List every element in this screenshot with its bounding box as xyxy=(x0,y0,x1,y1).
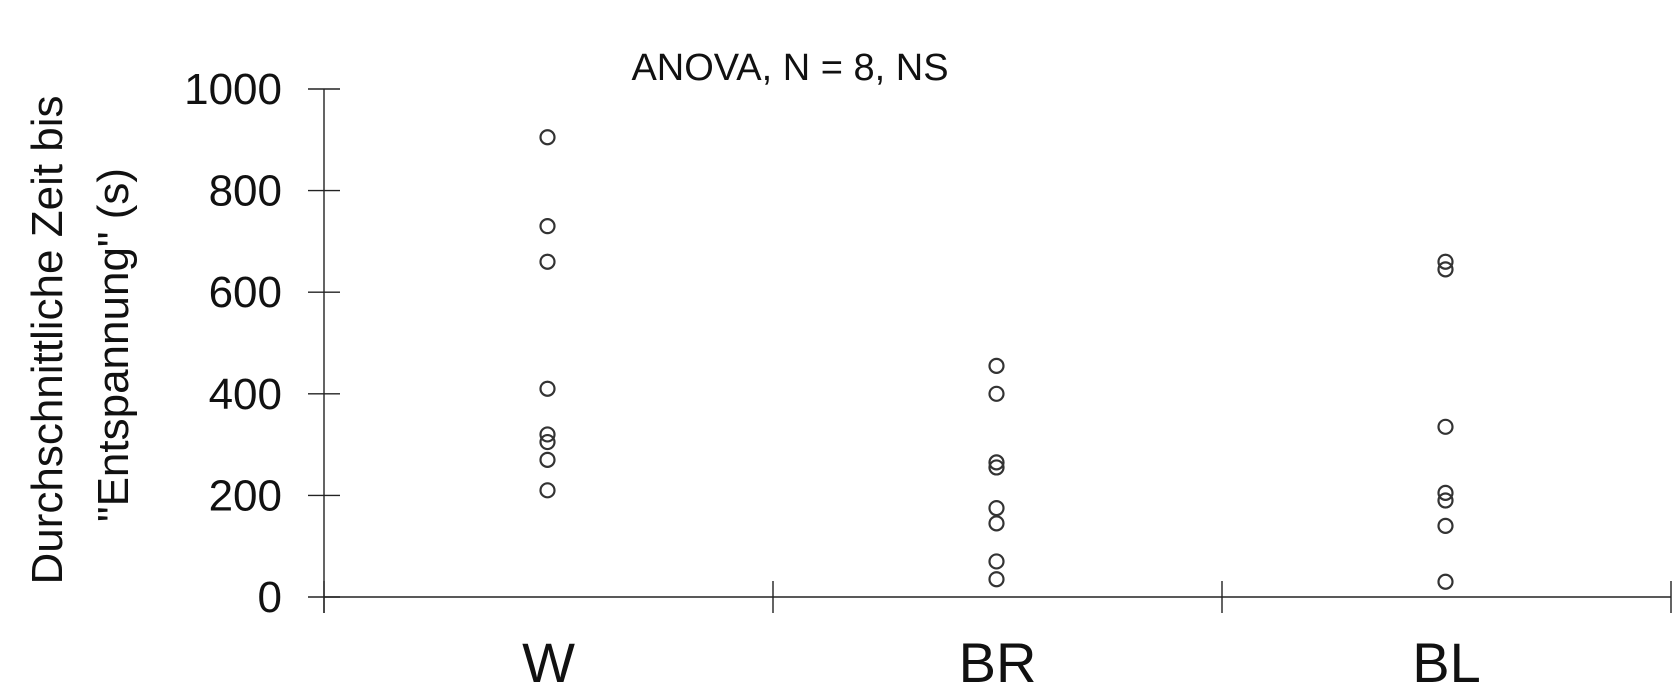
y-tick-label: 400 xyxy=(209,370,282,419)
data-point-w xyxy=(539,218,556,235)
y-tick-label: 200 xyxy=(209,471,282,520)
data-point-w xyxy=(539,380,556,397)
data-point-br xyxy=(988,454,1005,471)
x-tick-label: W xyxy=(522,631,575,687)
data-point-w xyxy=(539,482,556,499)
data-point-w xyxy=(539,451,556,468)
y-tick-label: 600 xyxy=(209,268,282,317)
x-axis-ticks: W BR BL xyxy=(323,581,1672,687)
y-tick-label: 800 xyxy=(209,167,282,216)
y-axis-label-line: Durchschnittliche Zeit bis xyxy=(23,95,72,584)
x-tick-label: BL xyxy=(1412,631,1481,687)
data-point-br xyxy=(988,500,1005,517)
data-point-br xyxy=(988,385,1005,402)
y-axis-label-line: "Entspannung" (s) xyxy=(89,168,138,522)
data-point-w xyxy=(539,426,556,443)
y-axis-label: Durchschnittliche Zeit bis "Entspannung" … xyxy=(23,95,138,584)
data-point-br xyxy=(988,571,1005,588)
data-point-w xyxy=(539,433,556,451)
y-axis-ticks: 0 200 400 600 800 1000 xyxy=(184,65,340,622)
data-point-br xyxy=(988,357,1005,374)
data-point-bl xyxy=(1437,261,1454,278)
y-tick-label: 1000 xyxy=(184,65,282,114)
data-points xyxy=(539,129,1454,590)
data-point-bl xyxy=(1437,517,1454,534)
data-point-bl xyxy=(1437,573,1454,590)
data-point-br xyxy=(988,515,1005,532)
x-tick-label: BR xyxy=(959,631,1037,687)
data-point-w xyxy=(539,129,556,146)
data-point-bl xyxy=(1437,418,1454,435)
data-point-br xyxy=(988,553,1005,570)
data-point-bl xyxy=(1437,253,1454,270)
data-point-br xyxy=(988,459,1005,476)
data-point-bl xyxy=(1437,492,1454,509)
anova-annotation: ANOVA, N = 8, NS xyxy=(631,47,948,89)
y-tick-label: 0 xyxy=(258,573,282,622)
data-point-bl xyxy=(1437,484,1454,501)
data-point-w xyxy=(539,253,556,270)
